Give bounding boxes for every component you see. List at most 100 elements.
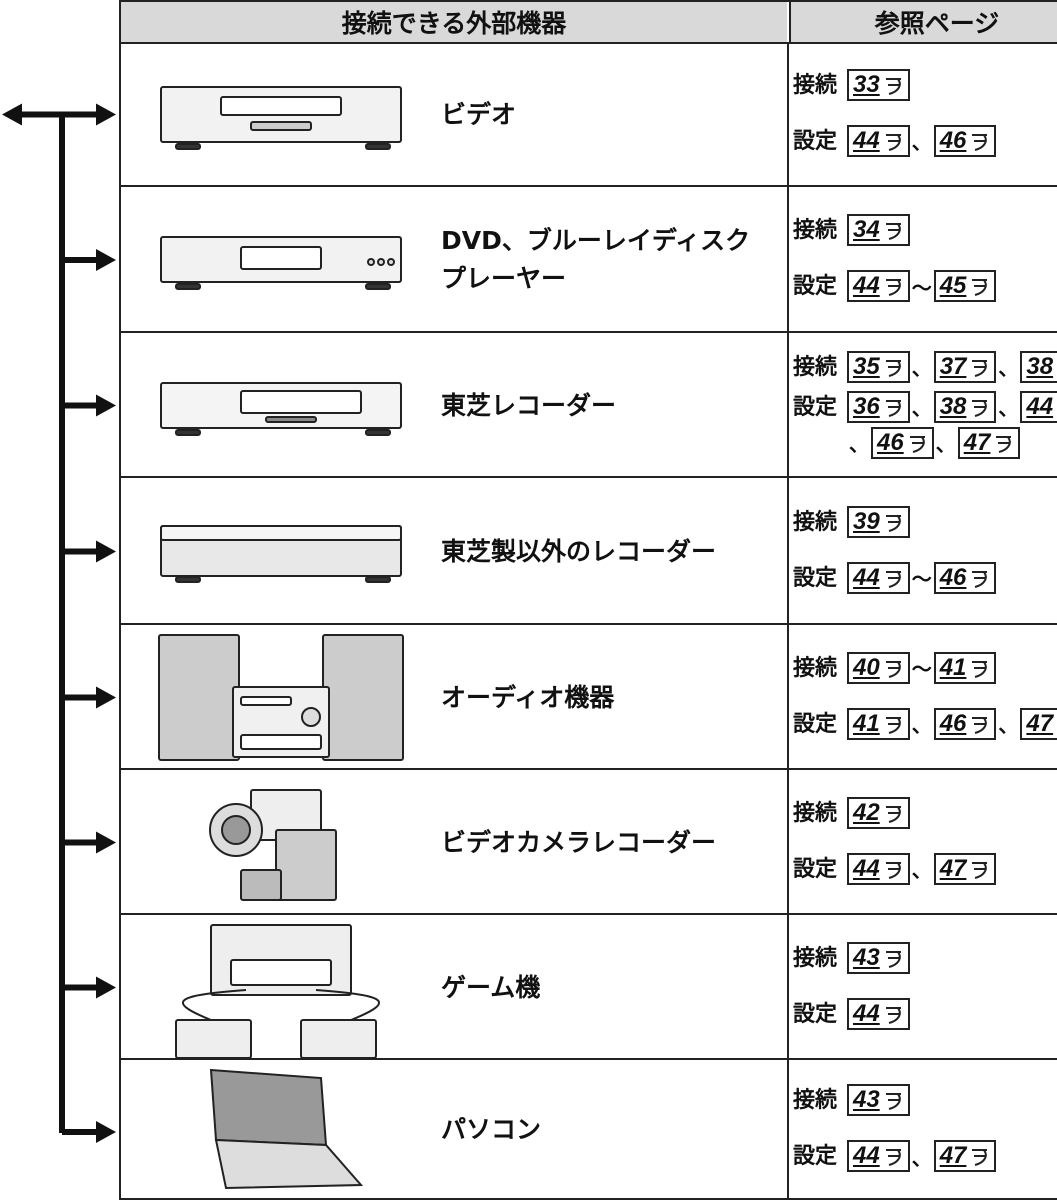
header-pages: 参照ページ xyxy=(789,2,1057,44)
page-icon xyxy=(885,660,901,678)
page-number: 38 xyxy=(1026,352,1054,380)
separator: ～ xyxy=(911,657,932,681)
device-illustration xyxy=(158,634,404,761)
page-icon xyxy=(972,133,988,151)
column-divider xyxy=(787,625,789,768)
page-ref: 44 xyxy=(1020,390,1057,423)
page-icon xyxy=(885,1093,901,1110)
header-devices: 接続できる外部機器 xyxy=(121,2,787,44)
shape xyxy=(175,429,201,436)
reference-label: 設定 xyxy=(793,565,838,591)
page-icon xyxy=(972,570,988,588)
device-name: DVD、ブルーレイディスク プレーヤー xyxy=(441,222,750,298)
table-row: 東芝製以外のレコーダー 接続 39 設定 44 ～ 46 xyxy=(121,478,1057,625)
reference-list: 接続 42 設定 44 、 47 xyxy=(793,770,1057,913)
shape xyxy=(240,869,282,901)
device-illustration xyxy=(209,789,337,901)
separator: ～ xyxy=(911,567,932,591)
page-ref: 45 xyxy=(933,270,997,302)
device-illustration xyxy=(209,1068,364,1190)
reference-label: 設定 xyxy=(793,394,838,420)
separator: 、 xyxy=(911,130,932,154)
page-icon xyxy=(885,399,901,417)
shape xyxy=(240,390,362,414)
shape xyxy=(250,121,312,131)
table-row: ビデオ 接続 33 設定 44 、 46 xyxy=(121,42,1057,187)
shape xyxy=(175,143,201,150)
page-number: 45 xyxy=(939,272,967,299)
reference-label: 設定 xyxy=(793,711,838,737)
page-number: 46 xyxy=(877,428,904,456)
shape xyxy=(230,959,332,986)
page-icon-stroke xyxy=(972,399,988,417)
page-ref: 43 xyxy=(847,941,910,974)
page-icon xyxy=(885,1149,901,1166)
page-ref: 41 xyxy=(847,707,910,740)
page-list: 44 ～ 45 xyxy=(847,270,1057,302)
device-illustration xyxy=(160,525,402,583)
page-ref: 42 xyxy=(847,796,910,829)
page-list: 36 、 38 、 44 、 46 、 47 xyxy=(847,390,1057,459)
base xyxy=(214,1138,364,1190)
shape xyxy=(240,246,322,270)
page-icon-stroke xyxy=(885,950,901,968)
page-number: 34 xyxy=(853,216,880,243)
page-ref: 37 xyxy=(933,350,997,383)
device-name-line: プレーヤー xyxy=(441,264,567,293)
separator: 、 xyxy=(911,356,932,380)
page-list: 44 、 47 xyxy=(847,852,1057,885)
page-list: 33 xyxy=(847,68,1057,101)
page-number: 47 xyxy=(963,428,991,456)
reference-label: 接続 xyxy=(793,945,838,971)
page-ref: 44 xyxy=(847,561,910,594)
reference-line: 接続 33 xyxy=(793,68,1057,103)
separator: 、 xyxy=(935,432,956,456)
page-icon-stroke xyxy=(885,861,901,879)
page-ref: 47 xyxy=(933,1140,997,1172)
page-icon xyxy=(885,514,901,532)
page-list: 40 ～ 41 xyxy=(847,651,1057,684)
table-row: 東芝レコーダー 接続 35 、 37 、 38 設定 36 、 38 、 44 、 46 、 47 xyxy=(121,333,1057,478)
reference-label: 設定 xyxy=(793,1144,838,1169)
reference-line: 設定 44 、 46 xyxy=(793,124,1057,159)
page-number: 33 xyxy=(853,70,880,98)
reference-line: 接続 39 xyxy=(793,505,1057,540)
shape xyxy=(275,829,337,901)
page-icon xyxy=(885,805,901,823)
page-icon xyxy=(885,133,901,151)
reference-line: 設定 41 、 46 、 47 xyxy=(793,707,1057,742)
page-icon xyxy=(885,950,901,968)
table-row: DVD、ブルーレイディスク プレーヤー 接続 34 設定 44 ～ 45 xyxy=(121,187,1057,333)
page-ref: 34 xyxy=(847,214,910,246)
page-ref: 44 xyxy=(847,852,910,885)
page-ref: 47 xyxy=(1020,707,1057,740)
device-name: パソコン xyxy=(441,1111,541,1149)
reference-line: 設定 44 、 47 xyxy=(793,1140,1057,1174)
reference-list: 接続 43 設定 44 xyxy=(793,915,1057,1058)
column-divider xyxy=(787,42,789,185)
page-number: 43 xyxy=(853,943,880,971)
reference-line: 設定 44 ～ 45 xyxy=(793,270,1057,304)
shape xyxy=(175,576,201,583)
shape xyxy=(322,634,404,761)
reference-label: 接続 xyxy=(793,800,838,826)
shape xyxy=(387,258,395,266)
reference-line: 設定 44 ～ 46 xyxy=(793,561,1057,596)
shape xyxy=(367,258,375,266)
page-ref: 38 xyxy=(933,390,997,423)
device-illustration xyxy=(175,924,380,1058)
reference-line: 接続 34 xyxy=(793,214,1057,248)
reference-line: 設定 44 、 47 xyxy=(793,852,1057,887)
reference-line: 接続 35 、 37 、 38 xyxy=(793,350,1057,385)
page-ref: 47 xyxy=(933,852,997,885)
page-list: 44 、 46 xyxy=(847,124,1057,157)
shape xyxy=(365,429,391,436)
page-icon-stroke xyxy=(885,570,901,588)
screen xyxy=(209,1068,328,1147)
reference-label: 接続 xyxy=(793,354,838,380)
table-row: パソコン 接続 43 設定 44 、 47 xyxy=(121,1060,1057,1200)
page-list: 35 、 37 、 38 xyxy=(847,350,1057,383)
device-name: ゲーム機 xyxy=(441,969,540,1007)
shape xyxy=(220,96,342,116)
reference-list: 接続 40 ～ 41 設定 41 、 46 、 47 xyxy=(793,625,1057,768)
